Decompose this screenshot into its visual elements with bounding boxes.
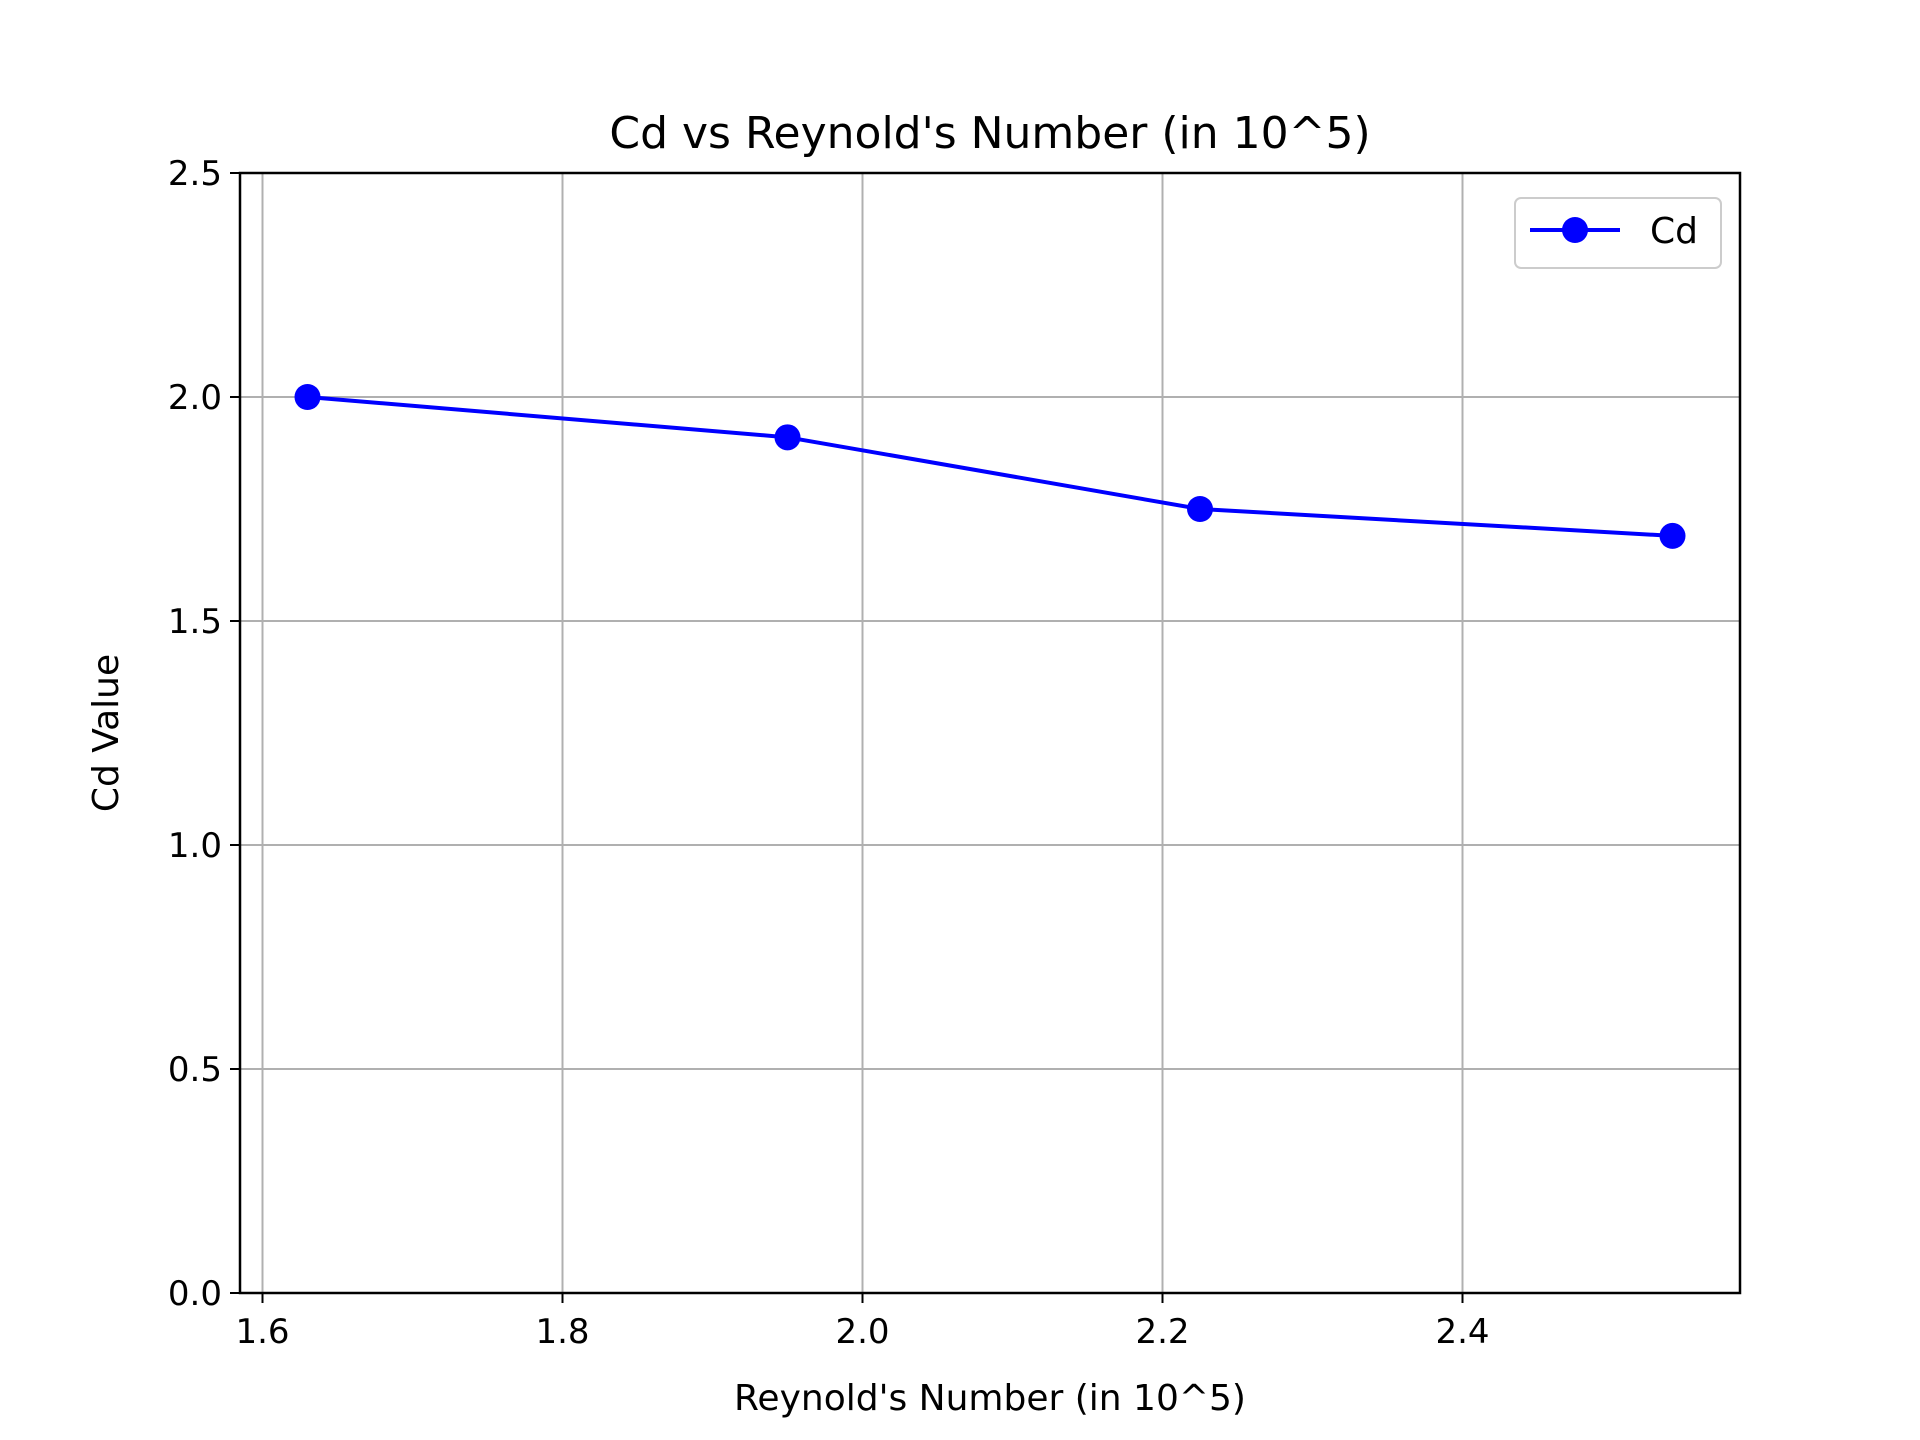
x-tick-label: 2.2 xyxy=(1135,1312,1189,1352)
data-point xyxy=(1659,522,1686,549)
legend-box xyxy=(1514,197,1722,269)
y-tick-label: 2.0 xyxy=(168,378,222,418)
legend-marker-swatch xyxy=(1562,217,1588,243)
legend: Cd xyxy=(1514,197,1722,269)
data-point xyxy=(774,424,801,451)
y-tick-label: 2.5 xyxy=(168,154,222,194)
x-tick-label: 2.0 xyxy=(835,1312,889,1352)
y-tick-label: 0.5 xyxy=(168,1050,222,1090)
data-point xyxy=(294,384,321,410)
data-point xyxy=(1187,496,1213,522)
y-axis-label: Cd Value xyxy=(86,654,127,812)
legend-label: Cd xyxy=(1650,211,1698,252)
chart-title: Cd vs Reynold's Number (in 10^5) xyxy=(609,108,1370,159)
y-tick-label: 0.0 xyxy=(168,1274,222,1314)
series-line-cd xyxy=(307,395,1673,538)
x-tick-label: 1.6 xyxy=(235,1312,289,1352)
y-tick-label: 1.5 xyxy=(168,602,222,642)
plot-frame xyxy=(238,171,1742,1295)
y-tick-label: 1.0 xyxy=(168,826,222,866)
x-tick-label: 2.4 xyxy=(1435,1312,1489,1352)
series-layer xyxy=(294,384,1686,549)
x-axis-label: Reynold's Number (in 10^5) xyxy=(734,1378,1246,1419)
x-tick-label: 1.8 xyxy=(535,1312,589,1352)
axis-ticks: 1.6 1.8 2.0 2.2 2.4 0.0 0.5 1.0 1.5 2.0 2.5 xyxy=(168,154,1490,1352)
